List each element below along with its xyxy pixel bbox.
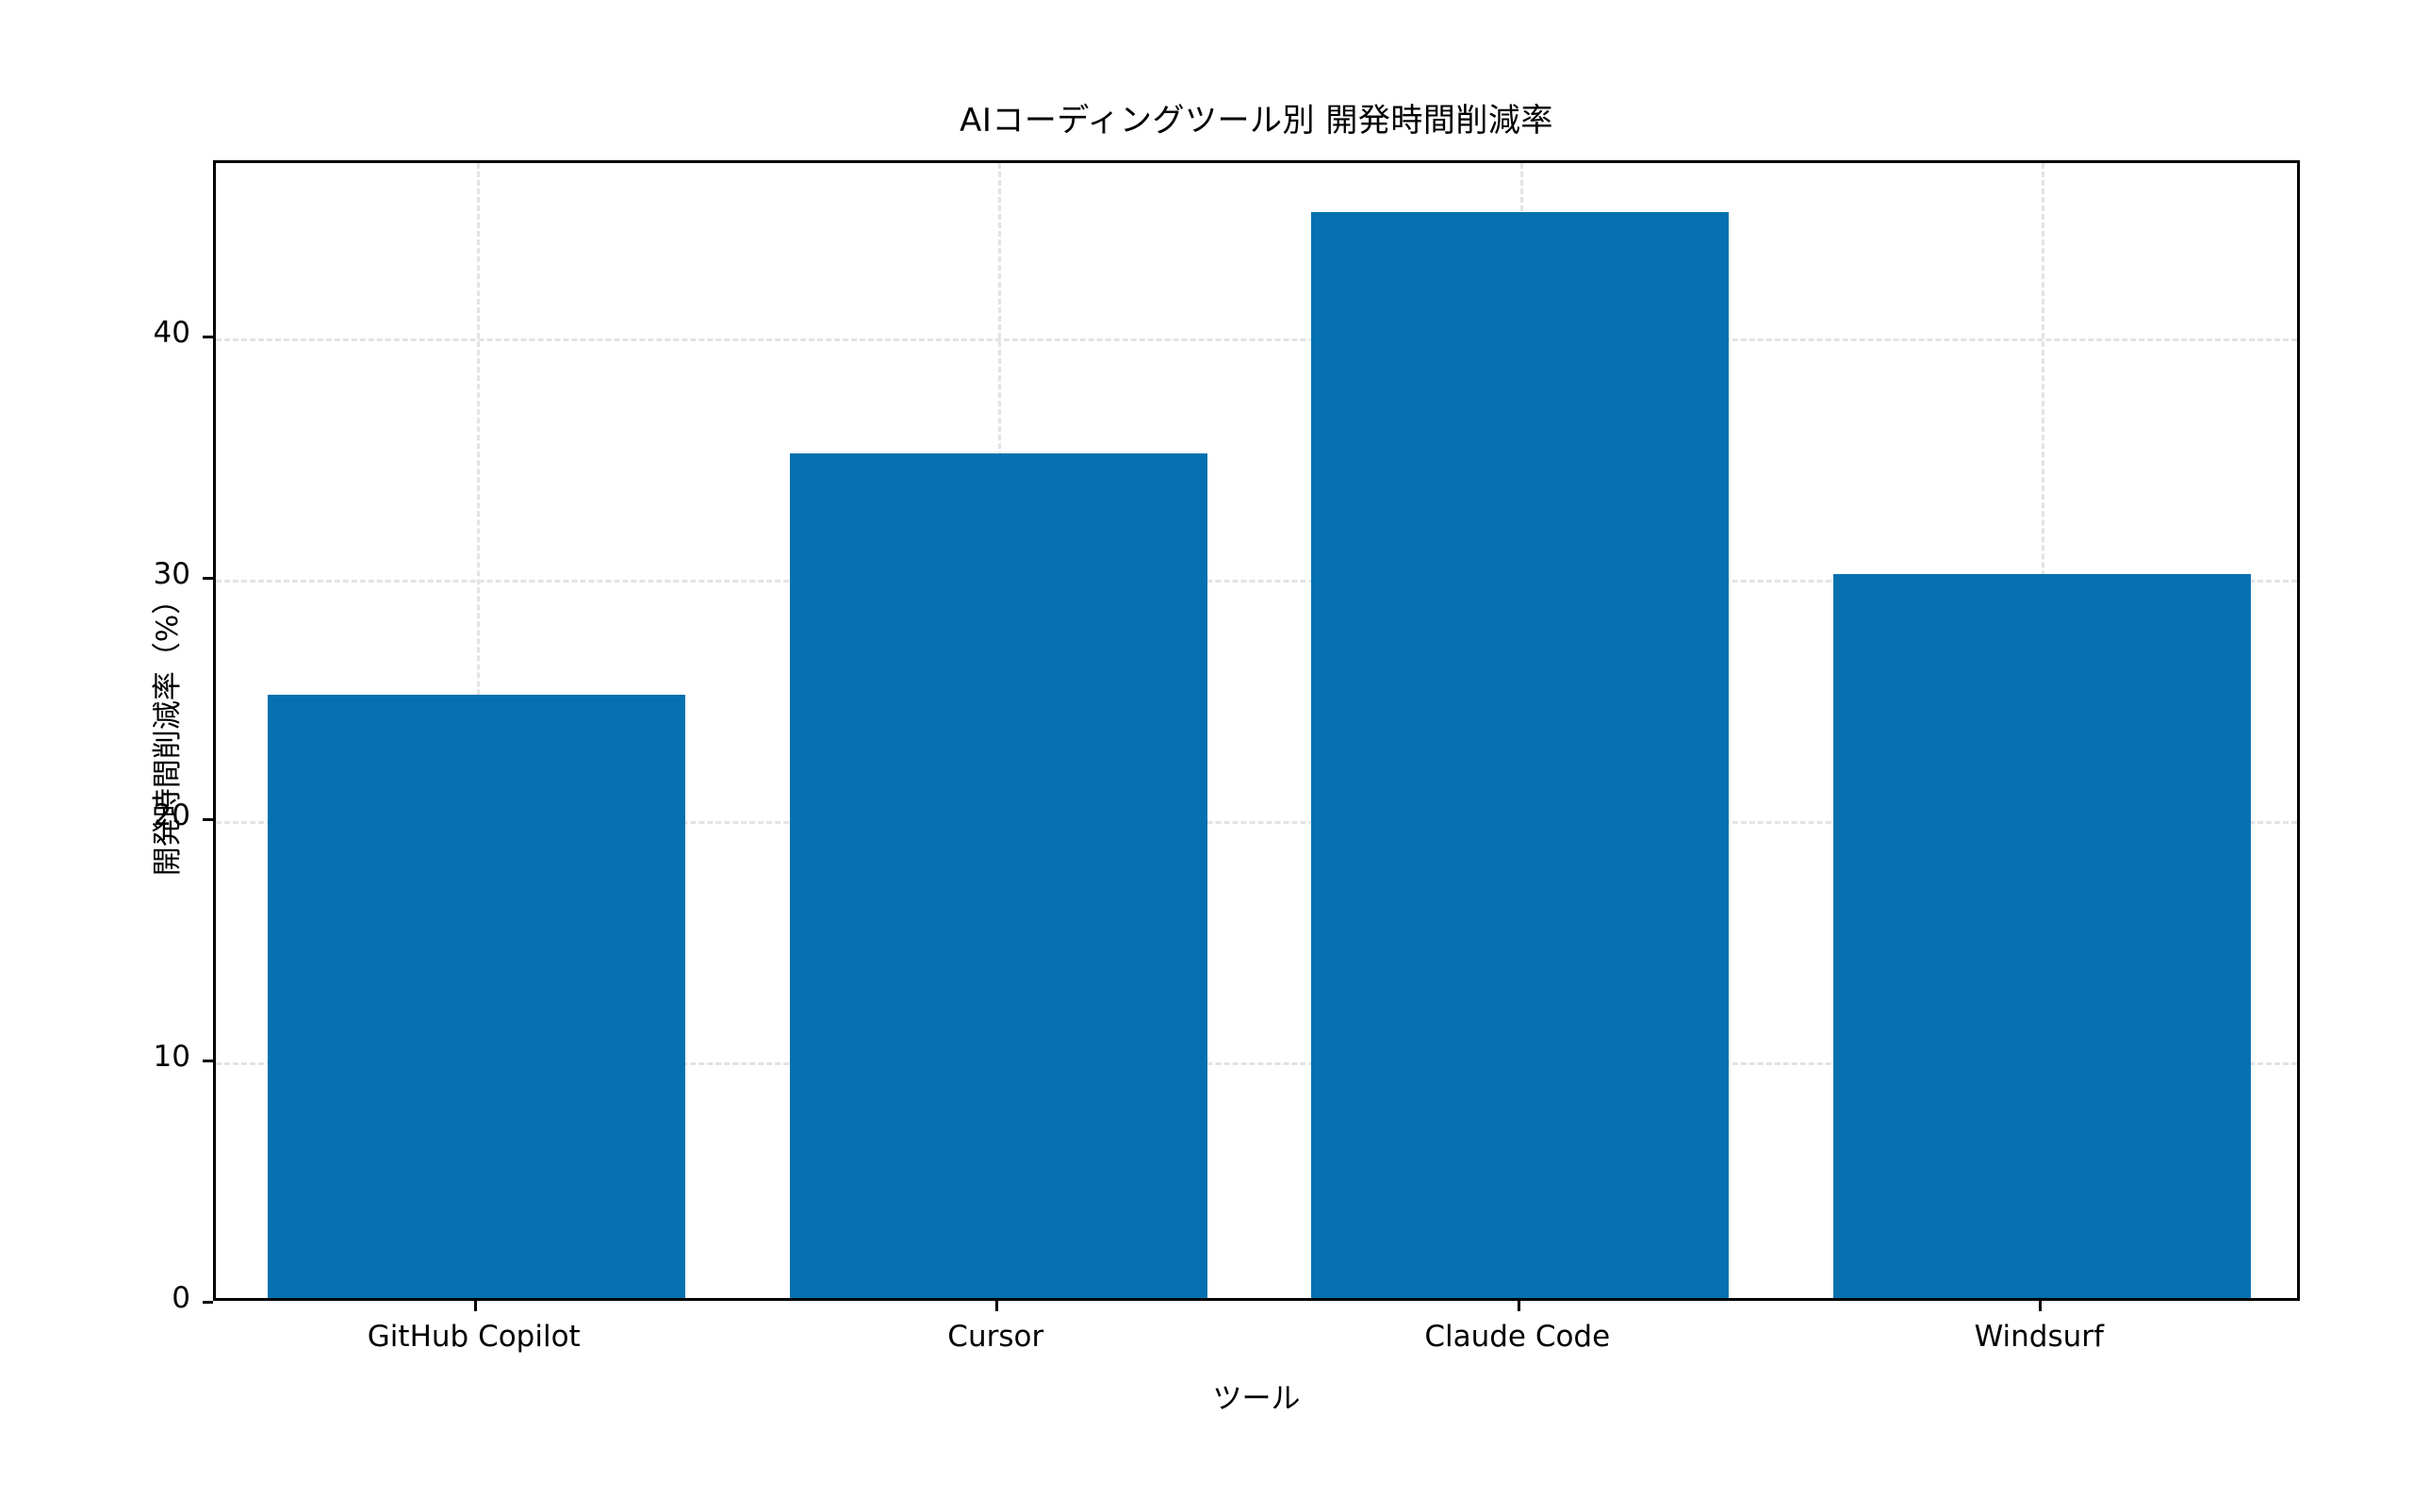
x-tick-mark: [1517, 1301, 1520, 1311]
y-tick-label: 20: [153, 797, 190, 832]
y-axis-title: 開発時間削減率（%）: [151, 584, 185, 877]
y-axis-title-wrapper: 開発時間削減率（%）: [109, 160, 185, 1301]
bar: [1311, 211, 1730, 1298]
y-tick-label: 10: [153, 1039, 190, 1074]
x-tick-label: Windsurf: [1974, 1320, 2104, 1354]
x-tick-mark: [995, 1301, 999, 1311]
y-tick-mark: [203, 576, 213, 580]
gridline-horizontal: [216, 579, 2297, 583]
bar: [789, 452, 1207, 1298]
x-tick-mark: [473, 1301, 477, 1311]
plot-area: [213, 160, 2300, 1301]
y-tick-mark: [203, 1059, 213, 1062]
y-tick-mark: [203, 1301, 213, 1304]
y-tick-label: 30: [153, 556, 190, 591]
y-tick-label: 0: [172, 1281, 190, 1315]
x-axis-title: ツール: [1212, 1382, 1301, 1416]
x-tick-label: Claude Code: [1424, 1320, 1611, 1354]
bar: [1832, 573, 2251, 1298]
x-tick-label: Cursor: [947, 1320, 1044, 1354]
gridline-horizontal: [216, 1061, 2297, 1065]
x-tick-mark: [2039, 1301, 2043, 1311]
x-tick-label: GitHub Copilot: [367, 1320, 581, 1354]
y-tick-mark: [203, 817, 213, 821]
chart-title: AIコーディングツール別 開発時間削減率: [960, 102, 1553, 140]
y-tick-label: 40: [153, 315, 190, 350]
gridline-horizontal: [216, 337, 2297, 341]
y-tick-mark: [203, 335, 213, 338]
gridline-horizontal: [216, 820, 2297, 824]
bar: [268, 694, 686, 1298]
